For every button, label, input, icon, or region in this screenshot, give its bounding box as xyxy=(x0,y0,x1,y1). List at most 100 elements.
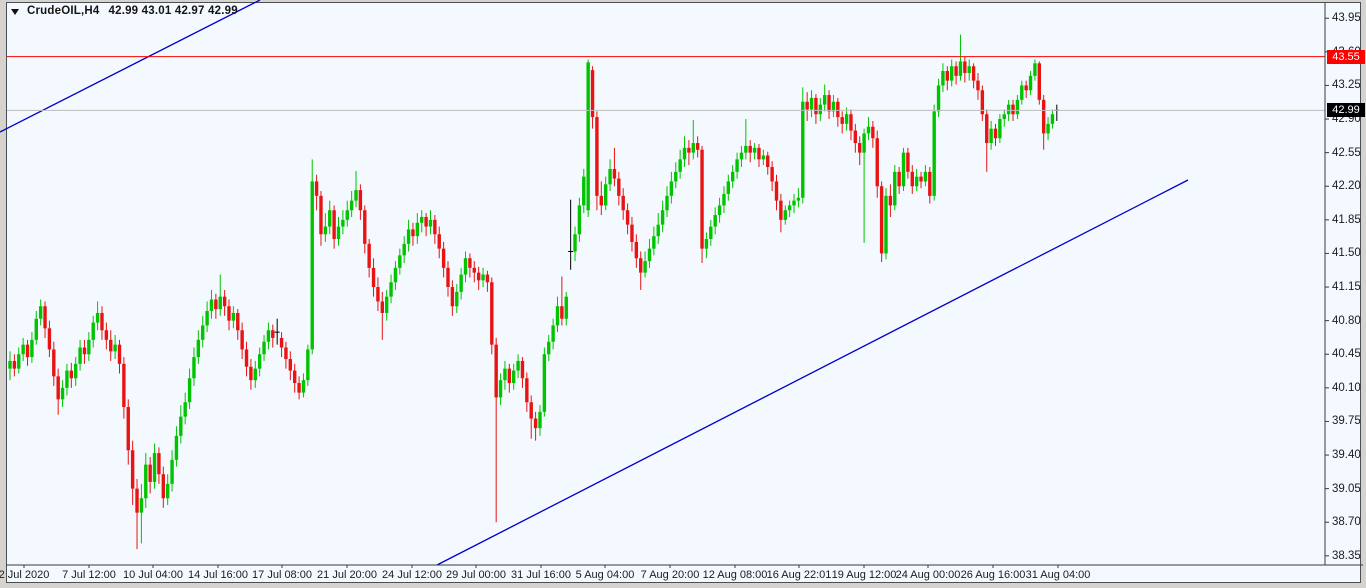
candle-29 xyxy=(135,479,139,550)
candle-43 xyxy=(196,330,201,364)
candle-217 xyxy=(958,34,963,81)
candle-36 xyxy=(165,474,170,505)
candle-37 xyxy=(170,450,174,492)
candle-210 xyxy=(928,167,932,204)
x-axis-tick-label: 7 Aug 20:00 xyxy=(640,569,700,581)
candle-42 xyxy=(192,347,196,386)
candle-71 xyxy=(319,191,323,246)
candle-216 xyxy=(954,61,958,85)
candle-160 xyxy=(709,219,713,246)
candle-48 xyxy=(218,274,222,316)
candle-234 xyxy=(1033,59,1037,81)
candle-200 xyxy=(884,188,888,260)
ascending-support-trendline[interactable] xyxy=(436,179,1189,566)
candle-161 xyxy=(713,207,717,235)
candle-201 xyxy=(888,184,893,217)
candle-140 xyxy=(621,188,625,220)
candle-98 xyxy=(437,226,441,259)
candle-94 xyxy=(420,210,424,233)
candle-61 xyxy=(274,318,280,345)
candle-117 xyxy=(520,357,525,388)
candle-181 xyxy=(801,87,805,204)
candle-16 xyxy=(78,339,82,371)
candle-137 xyxy=(608,159,612,192)
x-axis-tick-label: 2 Jul 2020 xyxy=(0,569,50,581)
candle-51 xyxy=(231,306,236,329)
candle-47 xyxy=(214,293,218,319)
candle-185 xyxy=(818,97,822,121)
candle-67 xyxy=(301,373,306,398)
candle-128 xyxy=(568,199,574,270)
candle-45 xyxy=(205,301,209,333)
candle-147 xyxy=(652,226,656,256)
candle-75 xyxy=(336,216,341,246)
x-axis-tick-label: 19 Aug 12:00 xyxy=(831,569,897,581)
candle-58 xyxy=(262,335,266,361)
candle-100 xyxy=(446,261,450,297)
candle-114 xyxy=(507,363,512,393)
candle-74 xyxy=(332,205,336,249)
candle-65 xyxy=(293,363,297,393)
candle-110 xyxy=(490,277,494,355)
candle-212 xyxy=(936,78,941,118)
candle-132 xyxy=(586,59,590,217)
upper-left-trendline[interactable] xyxy=(0,0,261,133)
candle-196 xyxy=(866,117,871,141)
x-axis-tick-label: 14 Jul 16:00 xyxy=(188,569,248,581)
candle-239 xyxy=(1054,104,1060,121)
candle-144 xyxy=(639,251,643,290)
candle-97 xyxy=(433,215,437,244)
candle-156 xyxy=(691,120,695,160)
candle-190 xyxy=(840,111,844,134)
y-axis-tick-label: 43.25 xyxy=(1332,79,1361,92)
candle-148 xyxy=(656,213,660,244)
symbol-period-label: CrudeOIL,H4 xyxy=(27,5,100,17)
candle-112 xyxy=(498,373,503,406)
y-axis-tick-label: 43.95 xyxy=(1332,12,1361,25)
candle-83 xyxy=(371,258,376,297)
candle-31 xyxy=(144,453,148,508)
candle-175 xyxy=(774,174,779,211)
candle-173 xyxy=(766,151,770,175)
symbol-collapse-icon[interactable] xyxy=(11,8,19,15)
candle-202 xyxy=(893,165,897,211)
candle-1 xyxy=(12,354,17,377)
candle-189 xyxy=(836,97,840,127)
candle-142 xyxy=(630,216,634,252)
candle-55 xyxy=(249,359,253,390)
candle-220 xyxy=(971,63,976,89)
candle-53 xyxy=(240,322,244,360)
candle-62 xyxy=(279,332,284,358)
candle-205 xyxy=(906,147,910,179)
candle-141 xyxy=(625,203,630,235)
candle-235 xyxy=(1037,61,1041,105)
candle-88 xyxy=(393,261,398,290)
candle-165 xyxy=(731,165,735,189)
candle-163 xyxy=(722,186,726,214)
candle-87 xyxy=(389,274,393,304)
candle-77 xyxy=(345,200,349,227)
candle-168 xyxy=(744,119,748,160)
candle-238 xyxy=(1050,109,1055,129)
candle-206 xyxy=(910,165,914,194)
candle-184 xyxy=(814,94,818,124)
candle-106 xyxy=(472,261,476,283)
candle-208 xyxy=(919,171,923,189)
candle-213 xyxy=(941,63,945,93)
candle-151 xyxy=(669,171,674,204)
candle-21 xyxy=(100,306,104,340)
candle-26 xyxy=(122,357,126,419)
y-axis-tick-label: 39.40 xyxy=(1332,449,1361,462)
candle-138 xyxy=(612,147,617,187)
candle-145 xyxy=(643,251,647,278)
candle-40 xyxy=(183,392,187,425)
candle-182 xyxy=(805,92,809,121)
candle-14 xyxy=(69,362,74,388)
candle-177 xyxy=(783,205,787,225)
candle-233 xyxy=(1028,71,1033,96)
chart-window-frame xyxy=(6,2,1361,583)
candle-157 xyxy=(695,136,700,158)
candle-221 xyxy=(976,72,980,100)
candle-38 xyxy=(174,426,179,467)
